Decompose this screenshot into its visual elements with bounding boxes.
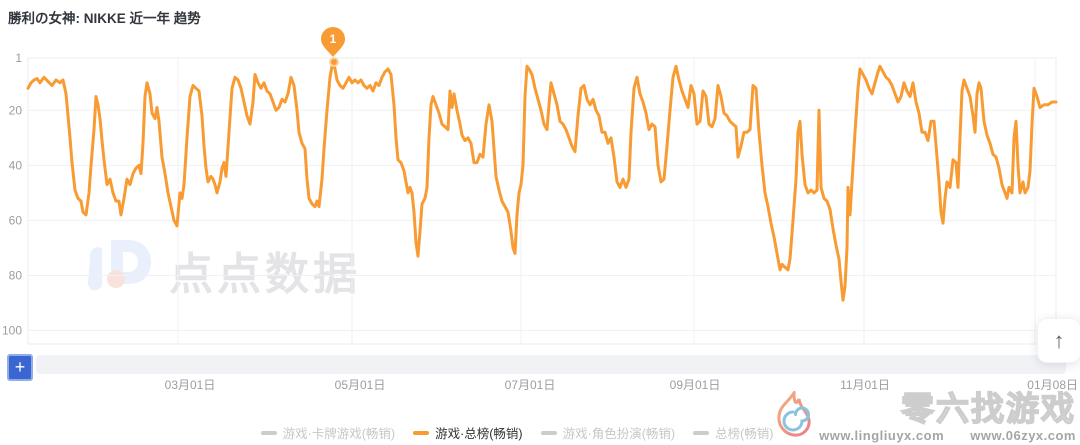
add-comparison-button[interactable]: +	[7, 354, 33, 381]
site-url-2: www.06zyx.com	[970, 428, 1076, 443]
svg-text:40: 40	[9, 158, 23, 172]
svg-text:07月01日: 07月01日	[505, 378, 556, 392]
site-watermark-brand: 零六找游戏	[900, 390, 1076, 427]
svg-text:1: 1	[15, 51, 22, 65]
site-logo-icon	[777, 391, 811, 437]
plus-icon: +	[14, 357, 26, 377]
legend-label: 总榜(畅销)	[715, 427, 774, 441]
svg-text:03月01日: 03月01日	[165, 378, 216, 392]
legend-dash-icon	[413, 430, 430, 435]
legend-item[interactable]: 游戏·角色扮演(畅销)	[540, 423, 676, 442]
datazoom-track[interactable]	[36, 355, 1066, 374]
site-watermark-urls: www.lingliuyx.com www.06zyx.com	[819, 428, 1076, 443]
site-watermark: 零六找游戏 www.lingliuyx.com www.06zyx.com	[771, 391, 1076, 443]
page-title: 勝利の女神: NIKKE 近一年 趋势	[8, 11, 201, 26]
legend-label: 游戏·总榜(畅销)	[435, 427, 523, 441]
svg-text:05月01日: 05月01日	[335, 378, 386, 392]
svg-text:100: 100	[2, 324, 22, 338]
svg-text:09月01日: 09月01日	[670, 378, 721, 392]
svg-text:20: 20	[9, 103, 23, 117]
legend-item[interactable]: 游戏·卡牌游戏(畅销)	[260, 423, 396, 442]
svg-text:11月01日: 11月01日	[840, 378, 890, 392]
legend-label: 游戏·角色扮演(畅销)	[562, 427, 676, 441]
svg-text:1: 1	[330, 32, 337, 46]
legend-label: 游戏·卡牌游戏(畅销)	[282, 427, 396, 441]
arrow-up-icon: ↑	[1053, 327, 1065, 353]
legend: 游戏·卡牌游戏(畅销) 游戏·总榜(畅销) 游戏·角色扮演(畅销) 总榜(畅销)	[0, 423, 1034, 442]
diandian-watermark: 点点数据	[83, 238, 361, 302]
legend-item[interactable]: 游戏·总榜(畅销)	[413, 423, 523, 442]
site-url-1: www.lingliuyx.com	[819, 428, 945, 443]
svg-text:60: 60	[9, 213, 23, 227]
legend-dash-icon	[540, 430, 557, 435]
legend-item[interactable]: 总榜(畅销)	[693, 423, 773, 442]
watermark-brand: 点点数据	[169, 250, 361, 299]
scroll-top-button[interactable]: ↑	[1037, 318, 1080, 363]
legend-dash-icon	[260, 430, 277, 435]
svg-text:80: 80	[9, 268, 23, 282]
diandian-logo-icon	[87, 240, 151, 291]
legend-dash-icon	[693, 430, 710, 435]
